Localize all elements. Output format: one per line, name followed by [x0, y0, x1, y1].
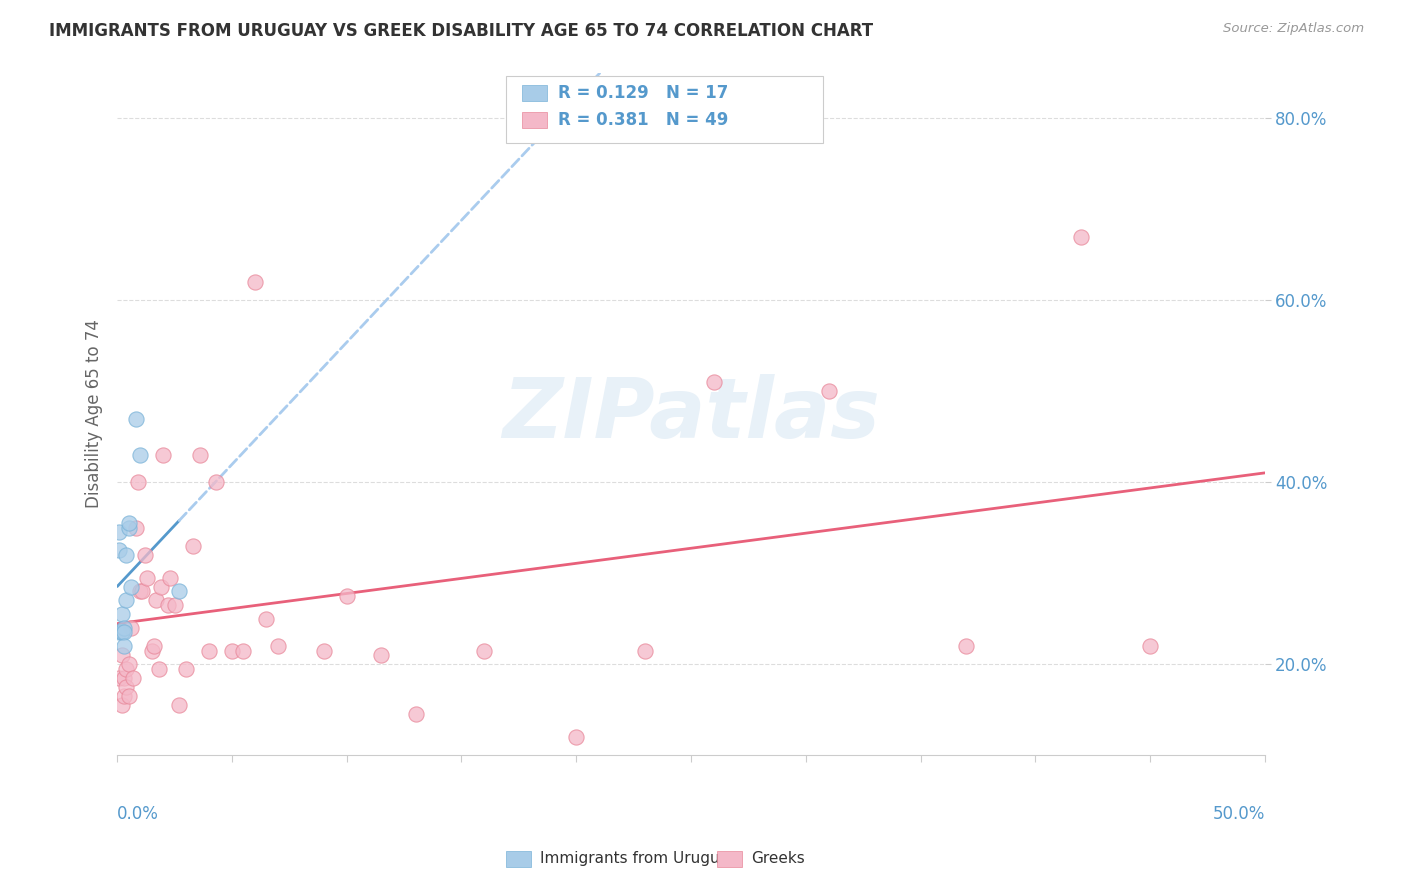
Point [120, 621, 142, 635]
Point [115, 593, 138, 607]
Point [243, 275, 266, 289]
Point [156, 598, 179, 612]
Point [142, 639, 165, 653]
Point [152, 448, 174, 462]
Point [474, 643, 496, 657]
Point [111, 698, 134, 712]
Point [131, 584, 153, 599]
Text: R = 0.129   N = 17: R = 0.129 N = 17 [558, 84, 728, 102]
Text: Source: ZipAtlas.com: Source: ZipAtlas.com [1223, 22, 1364, 36]
Point [145, 593, 167, 607]
Point [336, 589, 359, 603]
Point [118, 521, 141, 535]
Point [370, 648, 392, 662]
Text: 0.0%: 0.0% [117, 805, 159, 823]
Point [127, 475, 149, 490]
Point [108, 543, 131, 558]
Point [115, 680, 138, 694]
Point [163, 598, 186, 612]
Point [129, 448, 152, 462]
Point [565, 730, 588, 744]
Point [167, 698, 190, 712]
Point [124, 411, 146, 425]
Point [188, 448, 211, 462]
Point [112, 621, 135, 635]
Point [312, 643, 335, 657]
Point [174, 662, 197, 676]
Point [112, 671, 135, 685]
Point [1139, 639, 1161, 653]
Point [167, 584, 190, 599]
Point [108, 625, 131, 640]
Point [124, 521, 146, 535]
Point [232, 643, 254, 657]
Point [205, 475, 228, 490]
Point [181, 539, 204, 553]
Point [112, 639, 135, 653]
Text: Greeks: Greeks [751, 852, 804, 866]
Point [108, 525, 131, 540]
Point [120, 580, 142, 594]
Point [1070, 229, 1092, 244]
Point [134, 548, 156, 562]
Point [111, 607, 134, 621]
Point [111, 625, 134, 640]
Point [111, 648, 134, 662]
Point [955, 639, 977, 653]
Point [198, 643, 221, 657]
Point [267, 639, 290, 653]
Point [129, 584, 152, 599]
Y-axis label: Disability Age 65 to 74: Disability Age 65 to 74 [86, 319, 103, 508]
Point [817, 384, 839, 399]
Point [254, 612, 277, 626]
Point [221, 643, 243, 657]
Point [159, 571, 181, 585]
Point [141, 643, 163, 657]
Point [115, 548, 138, 562]
Point [148, 662, 170, 676]
Point [118, 516, 141, 531]
Point [115, 662, 138, 676]
Point [703, 375, 725, 389]
Point [112, 625, 135, 640]
Point [405, 707, 427, 722]
Text: Immigrants from Uruguay: Immigrants from Uruguay [540, 852, 738, 866]
Text: ZIPatlas: ZIPatlas [502, 374, 880, 455]
Point [122, 671, 145, 685]
Point [118, 657, 141, 672]
Text: 50.0%: 50.0% [1212, 805, 1265, 823]
Point [111, 625, 134, 640]
Point [108, 671, 131, 685]
Point [118, 689, 141, 703]
Text: R = 0.381   N = 49: R = 0.381 N = 49 [558, 111, 728, 128]
Point [136, 571, 159, 585]
Text: IMMIGRANTS FROM URUGUAY VS GREEK DISABILITY AGE 65 TO 74 CORRELATION CHART: IMMIGRANTS FROM URUGUAY VS GREEK DISABIL… [49, 22, 873, 40]
Point [634, 643, 657, 657]
Point [149, 580, 172, 594]
Point [112, 689, 135, 703]
